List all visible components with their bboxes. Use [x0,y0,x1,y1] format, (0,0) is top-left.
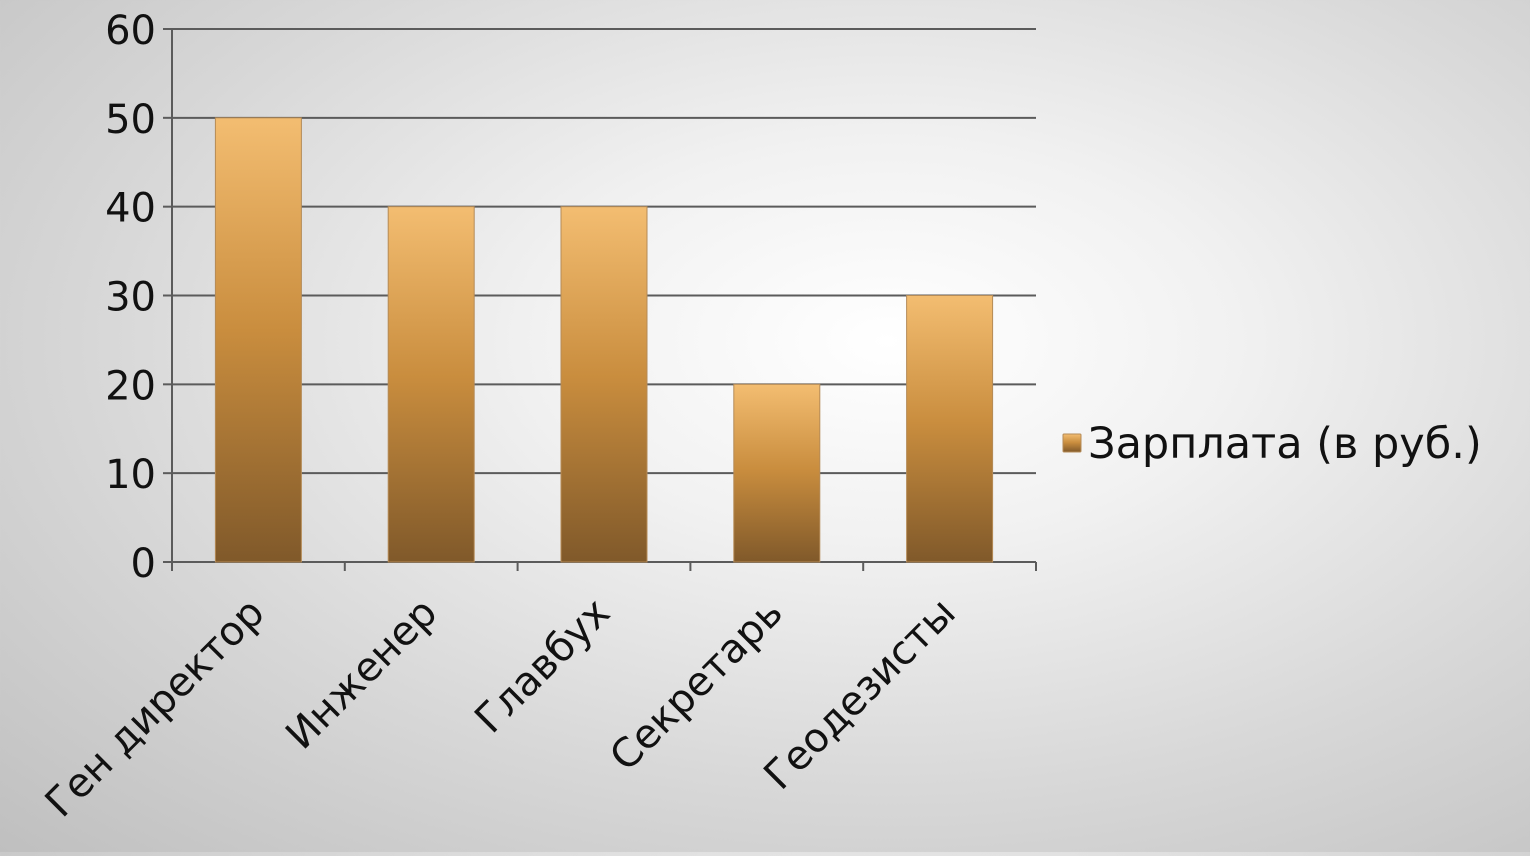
bar-2 [387,206,475,563]
x-category-label-1: Ген директор [37,590,274,827]
x-category-label-3: Главбух [466,590,619,743]
x-category-label-2: Инженер [277,590,446,759]
y-tick-label-0: 0 [131,541,156,587]
y-tick-label-30: 30 [105,275,156,321]
legend-swatch [1062,433,1082,453]
y-tick-labels: 0 10 20 30 40 50 60 [105,8,156,587]
bar-1 [214,117,302,563]
y-tick-label-60: 60 [105,8,156,54]
bar-5 [906,295,994,563]
bar-3 [560,206,648,563]
x-category-label-4: Секретарь [601,590,792,781]
bar-4 [733,383,821,563]
y-tick-label-40: 40 [105,186,156,232]
legend: Зарплата (в руб.) [1062,419,1482,469]
y-tick-label-50: 50 [105,97,156,143]
bars [214,117,994,563]
x-tick-labels: Ген директор Инженер ГлавбухСекретарьГеоде… [37,590,965,827]
legend-label: Зарплата (в руб.) [1088,419,1482,469]
y-tick-label-10: 10 [105,452,156,498]
y-tick-label-20: 20 [105,363,156,409]
